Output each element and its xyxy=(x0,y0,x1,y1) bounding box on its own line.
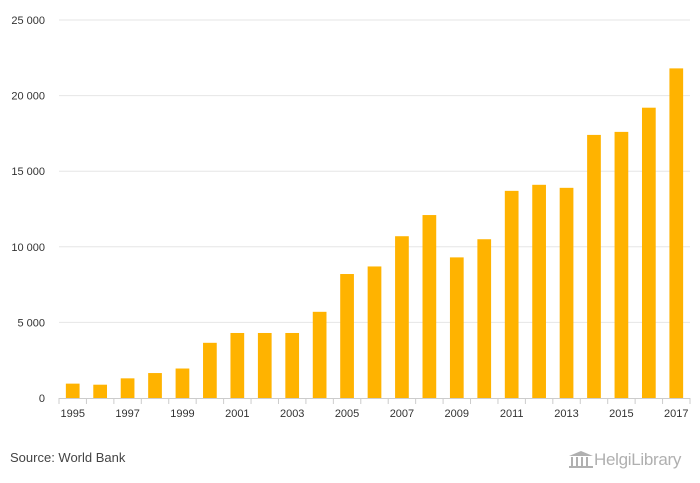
bar-1995[interactable] xyxy=(65,383,80,398)
bar-2017[interactable] xyxy=(669,68,684,398)
bar-1997[interactable] xyxy=(120,378,135,398)
y-tick-label: 0 xyxy=(39,393,45,405)
x-tick-label: 2017 xyxy=(664,408,688,420)
bar-2016[interactable] xyxy=(641,107,656,399)
y-tick-label: 15 000 xyxy=(11,166,45,178)
x-tick-label: 2009 xyxy=(445,408,469,420)
x-tick-label: 2005 xyxy=(335,408,359,420)
library-building-icon xyxy=(569,451,593,468)
helgi-library-logo[interactable]: HelgiLibrary xyxy=(568,450,681,470)
grid-lines xyxy=(59,19,690,323)
x-tick-label: 2003 xyxy=(280,408,304,420)
bar-2007[interactable] xyxy=(395,236,409,398)
bar-2015[interactable] xyxy=(614,131,629,398)
bar-2004[interactable] xyxy=(312,311,327,398)
bar-2000[interactable] xyxy=(203,342,217,398)
y-tick-label: 25 000 xyxy=(11,15,45,27)
x-tick-label: 2013 xyxy=(554,408,578,420)
bar-2012[interactable] xyxy=(532,184,546,398)
bar-2006[interactable] xyxy=(367,266,382,398)
x-tick-label: 1997 xyxy=(115,408,139,420)
bar-2008[interactable] xyxy=(422,215,437,398)
bar-2009[interactable] xyxy=(449,257,464,398)
bar-2002[interactable] xyxy=(257,332,272,398)
bar-2001[interactable] xyxy=(230,332,245,398)
x-tick-label: 1999 xyxy=(170,408,194,420)
bars xyxy=(65,68,684,399)
bar-2003[interactable] xyxy=(285,332,300,398)
x-axis-ticks: 1995 1997 1999 2001 2003 2005 2007 2009 2011 2013… xyxy=(58,398,691,420)
bar-2013[interactable] xyxy=(559,187,574,398)
x-tick-label: 2001 xyxy=(225,408,249,420)
bar-2014[interactable] xyxy=(587,134,601,399)
y-tick-label: 5 000 xyxy=(17,317,45,329)
bar-2011[interactable] xyxy=(504,190,519,398)
bar-1998[interactable] xyxy=(148,373,162,398)
x-tick-label: 2015 xyxy=(609,408,633,420)
logo-text: HelgiLibrary xyxy=(594,450,682,469)
x-tick-label: 1995 xyxy=(60,408,84,420)
source-note: Source: World Bank xyxy=(10,450,126,465)
y-axis-ticks: 0 5 000 10 000 15 000 20 000 25 000 xyxy=(11,15,45,405)
x-tick-label: 2011 xyxy=(500,408,524,420)
y-tick-label: 10 000 xyxy=(11,242,45,254)
bar-2005[interactable] xyxy=(340,274,354,398)
bar-2010[interactable] xyxy=(477,239,492,398)
bar-1996[interactable] xyxy=(93,384,108,398)
x-tick-label: 2007 xyxy=(390,408,414,420)
bar-1999[interactable] xyxy=(175,368,190,398)
y-tick-label: 20 000 xyxy=(11,91,45,103)
